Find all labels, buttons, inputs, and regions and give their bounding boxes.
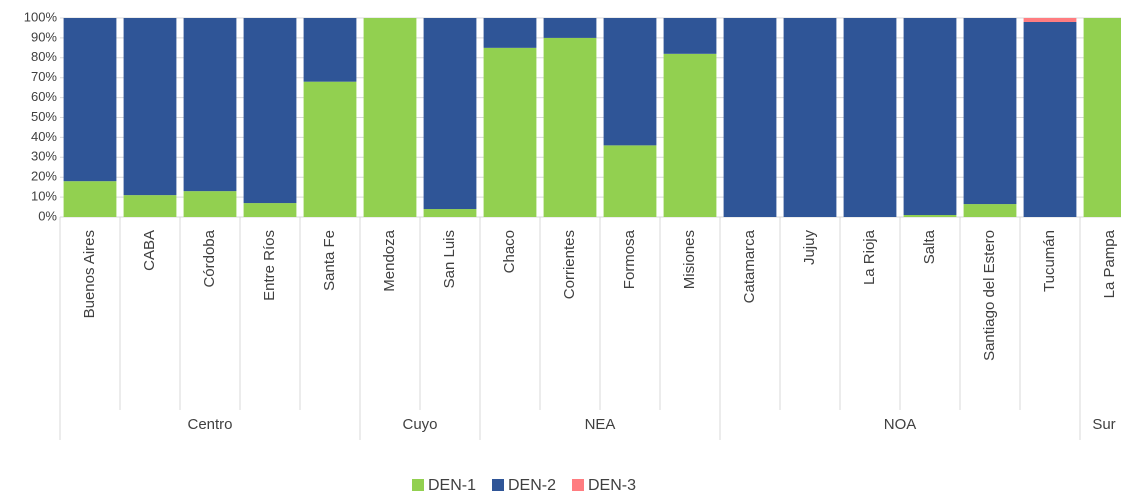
bar-segment bbox=[843, 18, 897, 217]
bar-segment bbox=[723, 18, 777, 217]
bar-segment bbox=[1023, 21, 1077, 218]
bar-segment bbox=[1083, 18, 1121, 217]
group-label: NOA bbox=[884, 416, 917, 433]
bar-segment bbox=[303, 81, 357, 218]
x-tick-label: Mendoza bbox=[381, 229, 398, 291]
y-tick-label: 80% bbox=[31, 49, 57, 64]
x-tick-label: La Rioja bbox=[861, 229, 878, 285]
x-tick-label: Entre Ríos bbox=[261, 230, 278, 301]
group-label: NEA bbox=[585, 416, 616, 433]
group-label: Sur bbox=[1092, 416, 1115, 433]
x-tick-label: Catamarca bbox=[741, 229, 758, 303]
bar-segment bbox=[243, 18, 297, 204]
bar-segment bbox=[903, 215, 957, 217]
bar-segment bbox=[663, 18, 717, 54]
x-tick-label: Santa Fe bbox=[321, 230, 338, 291]
x-tick-label: Salta bbox=[921, 229, 938, 264]
y-tick-label: 50% bbox=[31, 109, 57, 124]
bar-segment bbox=[663, 53, 717, 217]
bar-segment bbox=[63, 181, 117, 217]
bar-segment bbox=[1023, 18, 1077, 22]
x-tick-label: La Pampa bbox=[1101, 229, 1118, 298]
legend-label: DEN-3 bbox=[588, 477, 636, 494]
bar-segment bbox=[543, 37, 597, 218]
y-tick-label: 30% bbox=[31, 149, 57, 164]
x-tick-label: San Luis bbox=[441, 230, 458, 288]
y-tick-label: 70% bbox=[31, 69, 57, 84]
y-tick-label: 20% bbox=[31, 169, 57, 184]
bar-segment bbox=[543, 18, 597, 38]
bar-segment bbox=[903, 18, 957, 216]
y-tick-label: 100% bbox=[24, 9, 58, 24]
legend-swatch bbox=[492, 479, 504, 491]
y-tick-label: 60% bbox=[31, 89, 57, 104]
legend-label: DEN-2 bbox=[508, 477, 556, 494]
legend-swatch bbox=[572, 479, 584, 491]
legend-label: DEN-1 bbox=[428, 477, 476, 494]
legend-swatch bbox=[412, 479, 424, 491]
x-tick-label: Tucumán bbox=[1041, 230, 1058, 292]
plot-area: 0% 10% 20% 30% 40% 50% 60% 70% 80% 90% 100% Buenos … bbox=[24, 9, 1121, 494]
x-tick-label: Buenos Aires bbox=[81, 230, 98, 318]
group-label: Cuyo bbox=[402, 416, 437, 433]
bar-segment bbox=[483, 47, 537, 217]
bar-segment bbox=[183, 191, 237, 217]
y-tick-label: 90% bbox=[31, 29, 57, 44]
y-tick-label: 40% bbox=[31, 129, 57, 144]
bar-segment bbox=[303, 18, 357, 82]
x-tick-label: Santiago del Estero bbox=[981, 230, 998, 361]
bar-segment bbox=[963, 204, 1017, 217]
bar-segment bbox=[243, 203, 297, 217]
x-tick-label: Córdoba bbox=[201, 229, 218, 287]
bar-segment bbox=[123, 18, 177, 196]
bar-segment bbox=[963, 18, 1017, 205]
y-tick-label: 0% bbox=[38, 208, 57, 223]
x-tick-label: Misiones bbox=[681, 230, 698, 289]
group-label: Centro bbox=[187, 416, 232, 433]
bar-segment bbox=[183, 18, 237, 192]
y-tick-label: 10% bbox=[31, 189, 57, 204]
bar-segment bbox=[783, 18, 837, 217]
bar-segment bbox=[423, 18, 477, 210]
bar-segment bbox=[423, 209, 477, 217]
bar-segment bbox=[123, 195, 177, 217]
bar-segment bbox=[483, 18, 537, 48]
x-tick-label: Jujuy bbox=[801, 230, 818, 266]
bar-segment bbox=[63, 18, 117, 182]
x-tick-label: CABA bbox=[141, 230, 158, 271]
bar-segment bbox=[603, 145, 657, 217]
bar-segment bbox=[603, 18, 657, 146]
x-tick-label: Corrientes bbox=[561, 230, 578, 299]
bar-segment bbox=[363, 18, 417, 217]
x-tick-label: Formosa bbox=[621, 229, 638, 289]
x-tick-label: Chaco bbox=[501, 230, 518, 273]
